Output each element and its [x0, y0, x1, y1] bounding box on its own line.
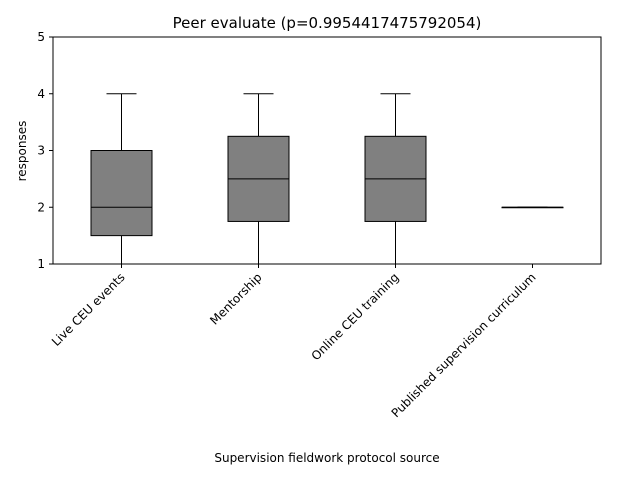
y-tick-label: 1 [37, 257, 45, 271]
y-tick-label: 4 [37, 87, 45, 101]
x-axis-label: Supervision fieldwork protocol source [214, 451, 439, 465]
chart-title: Peer evaluate (p=0.9954417475792054) [173, 14, 482, 32]
y-axis-label: responses [15, 121, 29, 182]
y-tick-label: 3 [37, 144, 45, 158]
x-tick-label: Live CEU events [49, 270, 128, 349]
y-tick-label: 5 [37, 30, 45, 44]
y-tick-label: 2 [37, 200, 45, 214]
plot-area: 1 2 3 4 5 Live CEU events Mentorship Online CEU… [37, 30, 602, 420]
x-tick-label: Mentorship [207, 270, 264, 327]
x-tick-label: Online CEU training [309, 270, 402, 363]
box [90, 150, 153, 237]
x-tick-label: Published supervision curriculum [389, 270, 539, 420]
